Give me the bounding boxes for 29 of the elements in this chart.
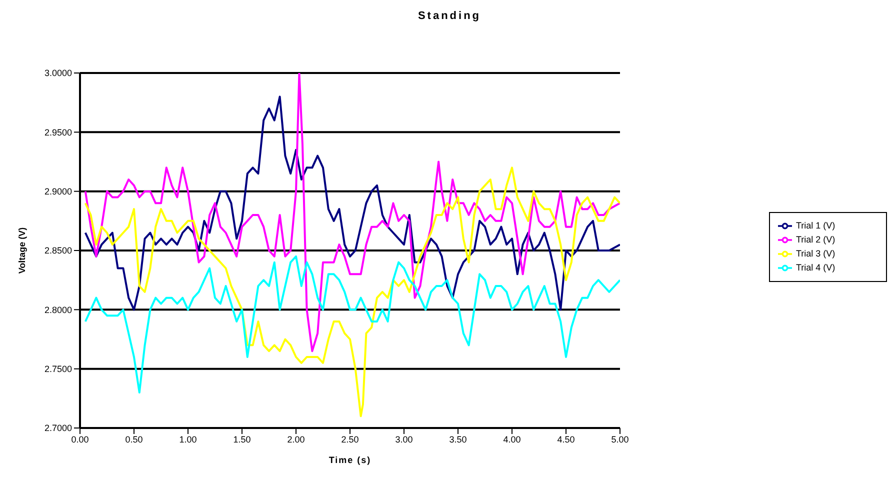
x-tick-label: 3.50 [449, 434, 467, 444]
x-tick-label: 3.00 [395, 434, 413, 444]
x-axis-title: Time (s) [328, 455, 372, 465]
x-tick-label: 4.00 [503, 434, 521, 444]
chart-title: Standing [416, 10, 482, 22]
y-tick-label: 2.7500 [44, 364, 72, 374]
y-tick-label: 2.8000 [44, 304, 72, 315]
x-tick-label: 1.50 [233, 434, 251, 444]
line-series [84, 166, 620, 418]
x-tick-label: 0.50 [125, 434, 143, 444]
x-tick-label: 5.00 [611, 434, 629, 444]
y-tick-label: 2.9500 [44, 127, 72, 138]
legend-label: Trial 1 (V) [796, 220, 836, 230]
y-tick-label: 2.8500 [44, 246, 72, 256]
line-series [84, 255, 620, 394]
legend-label: Trial 3 (V) [796, 248, 836, 258]
legend-label: Trial 4 (V) [796, 262, 836, 272]
x-tick-label: 1.00 [179, 434, 197, 444]
y-tick-label: 2.7000 [44, 423, 72, 434]
line-series [84, 96, 620, 311]
y-axis-title: Voltage (V) [17, 227, 28, 274]
x-tick-label: 2.00 [287, 434, 305, 444]
y-tick-label: 2.9000 [44, 186, 72, 197]
line-series [84, 73, 620, 352]
legend-label: Trial 2 (V) [796, 234, 836, 244]
x-tick-label: 4.50 [557, 434, 575, 444]
x-tick-label: 0.00 [71, 434, 89, 444]
x-tick-label: 2.50 [341, 434, 359, 444]
y-tick-label: 3.0000 [44, 68, 72, 78]
